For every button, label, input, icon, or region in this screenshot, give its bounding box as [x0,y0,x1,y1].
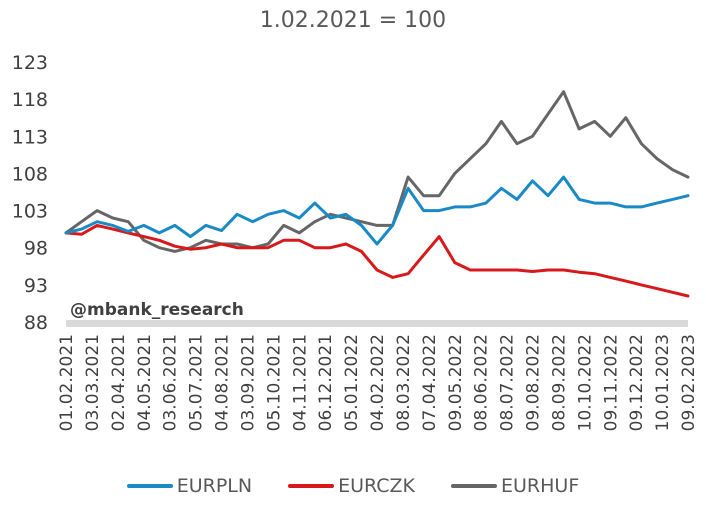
x-tick-label: 06.12.2021 [316,334,336,431]
y-tick-label: 123 [12,52,48,74]
y-tick-label: 118 [12,89,48,111]
series-line-eurhuf [64,90,690,253]
chart-title: 1.02.2021 = 100 [259,8,447,33]
series-line-eurpln [64,175,690,246]
y-tick-label: 108 [12,163,48,185]
series-line-eurczk [64,223,690,298]
legend-label: EURPLN [176,475,253,497]
x-tick-label: 08.09.2022 [549,334,569,431]
x-tick-label: 03.03.2021 [83,334,103,431]
x-tick-label: 04.05.2021 [135,334,155,431]
y-tick-label: 103 [12,201,48,223]
legend-item-eurpln: EURPLN [126,475,253,497]
x-tick-label: 09.12.2022 [627,334,647,431]
legend-swatch [451,484,498,488]
y-tick-label: 98 [24,238,48,260]
watermark: @mbank_research [70,300,244,320]
chart-legend: EURPLN EURCZK EURHUF [0,474,706,498]
x-tick-label: 04.02.2022 [368,334,388,431]
y-tick-label: 93 [24,275,48,297]
x-tick-label: 02.04.2021 [109,334,129,431]
x-tick-label: 01.02.2021 [57,334,77,431]
x-tick-label: 09.11.2022 [601,334,621,431]
y-tick-label: 88 [24,312,48,334]
x-tick-label: 05.01.2022 [342,334,362,431]
x-tick-label: 08.06.2022 [472,334,492,431]
x-tick-label: 09.05.2022 [446,334,466,431]
x-tick-label: 05.07.2021 [187,334,207,431]
x-tick-label: 08.03.2022 [394,334,414,431]
legend-item-eurczk: EURCZK [288,475,415,497]
x-tick-label: 08.07.2022 [498,334,518,431]
legend-label: EURCZK [338,475,416,497]
x-tick-label: 04.11.2021 [290,334,310,431]
x-tick-label: 09.02.2023 [679,334,699,431]
y-tick-label: 113 [12,126,48,148]
legend-item-eurhuf: EURHUF [451,475,579,497]
x-tick-label: 05.10.2021 [264,334,284,431]
x-tick-label: 10.01.2023 [653,334,673,431]
x-tick-label: 09.08.2022 [524,334,544,431]
x-tick-label: 03.06.2021 [161,334,181,431]
x-tick-label: 10.10.2022 [575,334,595,431]
x-tick-label: 07.04.2022 [420,334,440,431]
x-tick-label: 03.09.2021 [238,334,258,431]
legend-swatch [288,484,335,488]
x-axis-band [66,320,688,327]
x-tick-label: 04.08.2021 [213,334,233,431]
legend-label: EURHUF [501,475,580,497]
legend-swatch [126,484,173,488]
